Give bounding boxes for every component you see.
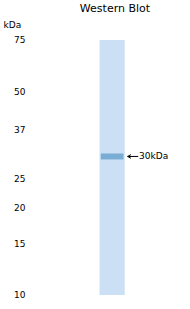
svg-text:20: 20 <box>14 203 26 213</box>
svg-text:30kDa: 30kDa <box>139 151 168 161</box>
svg-text:25: 25 <box>14 174 25 184</box>
html-text:Western Blot: Western Blot <box>79 2 151 15</box>
svg-text:75: 75 <box>14 35 25 45</box>
svg-text:50: 50 <box>14 87 26 97</box>
svg-text:kDa: kDa <box>4 20 22 30</box>
svg-text:10: 10 <box>14 290 26 300</box>
svg-text:15: 15 <box>14 239 25 249</box>
svg-text:37: 37 <box>14 125 25 135</box>
